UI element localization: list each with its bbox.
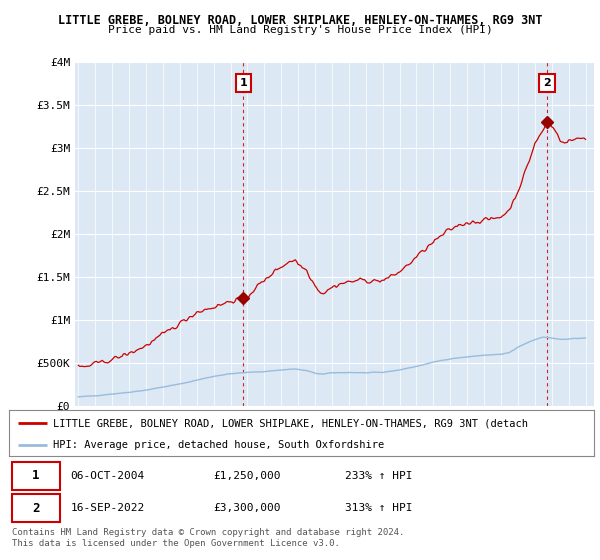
Text: £3,300,000: £3,300,000 [214, 503, 281, 513]
Text: 16-SEP-2022: 16-SEP-2022 [70, 503, 145, 513]
Text: This data is licensed under the Open Government Licence v3.0.: This data is licensed under the Open Gov… [12, 539, 340, 548]
FancyBboxPatch shape [12, 494, 60, 522]
Text: LITTLE GREBE, BOLNEY ROAD, LOWER SHIPLAKE, HENLEY-ON-THAMES, RG9 3NT: LITTLE GREBE, BOLNEY ROAD, LOWER SHIPLAK… [58, 14, 542, 27]
Text: 2: 2 [32, 502, 40, 515]
Text: Contains HM Land Registry data © Crown copyright and database right 2024.: Contains HM Land Registry data © Crown c… [12, 528, 404, 536]
Text: Price paid vs. HM Land Registry's House Price Index (HPI): Price paid vs. HM Land Registry's House … [107, 25, 493, 35]
Text: 1: 1 [32, 469, 40, 483]
Text: 313% ↑ HPI: 313% ↑ HPI [346, 503, 413, 513]
Text: 233% ↑ HPI: 233% ↑ HPI [346, 471, 413, 481]
FancyBboxPatch shape [12, 462, 60, 490]
Text: LITTLE GREBE, BOLNEY ROAD, LOWER SHIPLAKE, HENLEY-ON-THAMES, RG9 3NT (detach: LITTLE GREBE, BOLNEY ROAD, LOWER SHIPLAK… [53, 418, 528, 428]
Text: HPI: Average price, detached house, South Oxfordshire: HPI: Average price, detached house, Sout… [53, 440, 384, 450]
Text: £1,250,000: £1,250,000 [214, 471, 281, 481]
Text: 06-OCT-2004: 06-OCT-2004 [70, 471, 145, 481]
Text: 1: 1 [239, 78, 247, 88]
Text: 2: 2 [543, 78, 551, 88]
